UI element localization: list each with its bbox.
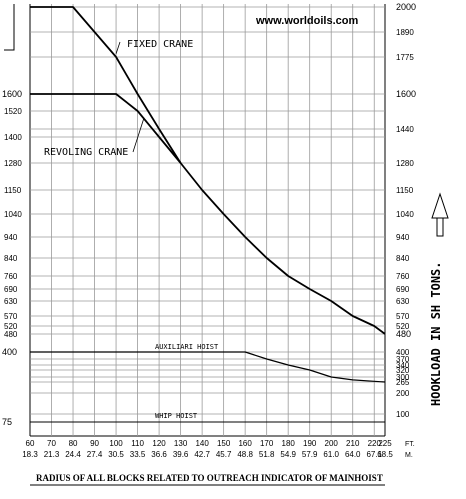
revolving-crane-leader [132, 117, 145, 153]
y-right-tick-label: 1040 [396, 210, 414, 219]
x-tick-ft-label: 190 [303, 439, 317, 448]
x-axis-label: RADIUS OF ALL BLOCKS RELATED TO OUTREACH… [36, 473, 383, 483]
y-left-tick-label: 690 [4, 285, 18, 294]
x-tick-ft-label: 80 [69, 439, 78, 448]
x-tick-m-label: 33.5 [130, 450, 146, 459]
y-right-tick-label: 480 [396, 329, 411, 339]
y-right-tick-label: 570 [396, 312, 410, 321]
x-tick-ft-label: 70 [47, 439, 56, 448]
y-left-tick-label: 1280 [4, 159, 22, 168]
x-tick-m-label: 67.1 [366, 450, 382, 459]
y-left-tick-label: 630 [4, 297, 18, 306]
hookload-arrow-icon [431, 192, 449, 237]
x-tick-m-label: 48.8 [237, 450, 253, 459]
y-left-tick-label: 1600 [2, 89, 22, 99]
y-left-tick-label: 400 [2, 347, 17, 357]
y-right-tick-label: 690 [396, 285, 410, 294]
y-left-tick-label: 840 [4, 254, 18, 263]
x-tick-ft-label: 170 [260, 439, 274, 448]
x-tick-ft-label: 150 [217, 439, 231, 448]
x-tick-m-label: 45.7 [216, 450, 232, 459]
y-right-tick-label: 100 [396, 410, 410, 419]
y-right-tick-label: 1280 [396, 159, 414, 168]
y-left-tick-label: 1520 [4, 107, 22, 116]
x-tick-m-label: 68.5 [377, 450, 393, 459]
y-right-tick-label: 840 [396, 254, 410, 263]
x-tick-m-label: 61.0 [323, 450, 339, 459]
y-left-tick-label: 760 [4, 272, 18, 281]
x-tick-ft-label: 90 [90, 439, 99, 448]
y-left-tick-label: 480 [4, 330, 18, 339]
x-tick-m-label: 30.5 [108, 450, 124, 459]
whip-hoist-label: WHIP HOIST [155, 412, 198, 420]
y-axis-label: HOOKLOAD IN SH TONS. [429, 262, 443, 407]
y-right-tick-label: 1775 [396, 53, 414, 62]
x-tick-m-label: 64.0 [345, 450, 361, 459]
x-tick-ft-label: 140 [195, 439, 209, 448]
y-right-tick-label: 320 [396, 366, 410, 375]
x-tick-m-label: 39.6 [173, 450, 189, 459]
y-right-tick-label: 265 [396, 378, 410, 387]
y-right-tick-label: 760 [396, 272, 410, 281]
x-tick-ft-label: 160 [238, 439, 252, 448]
series-line [30, 6, 386, 335]
y-left-tick-label: 520 [4, 322, 18, 331]
y-left-tick-label: 1040 [4, 210, 22, 219]
x-tick-m-label: 24.4 [65, 450, 81, 459]
y-right-tick-label: 940 [396, 233, 410, 242]
y-left-tick-label: 75 [2, 417, 12, 427]
x-tick-m-label: 27.4 [87, 450, 103, 459]
x-tick-ft-label: 60 [26, 439, 35, 448]
x-tick-m-label: 42.7 [194, 450, 210, 459]
y-left-tick-label: 570 [4, 312, 18, 321]
corner-frame-mark [4, 4, 15, 51]
series-line [30, 93, 182, 164]
x-tick-ft-label: 225 [378, 439, 392, 448]
watermark-text: www.worldoils.com [255, 15, 358, 27]
x-tick-ft-label: 100 [109, 439, 123, 448]
auxiliary-hoist-label: AUXILIARI HOIST [155, 343, 219, 351]
x-tick-m-label: 21.3 [44, 450, 60, 459]
x-tick-m-label: 51.8 [259, 450, 275, 459]
x-tick-ft-label: 110 [131, 439, 144, 448]
x-tick-ft-label: 180 [282, 439, 296, 448]
x-tick-m-label: 57.9 [302, 450, 318, 459]
chart-labels: 60 18.3 70 21.3 80 24.4 90 27.4 100 30.5 110 33.5 12… [2, 2, 416, 459]
fixed-crane-label: FIXED CRANE [127, 39, 193, 50]
y-right-tick-label: 1600 [396, 89, 416, 99]
chart-grid [29, 4, 386, 437]
x-tick-ft-label: 120 [152, 439, 166, 448]
x-tick-m-label: 36.6 [151, 450, 167, 459]
y-right-tick-label: 1440 [396, 125, 414, 134]
x-tick-ft-label: 210 [346, 439, 360, 448]
y-right-tick-label: 1890 [396, 28, 414, 37]
fixed-crane-leader [115, 41, 121, 54]
y-right-tick-label: 520 [396, 322, 410, 331]
x-unit-ft: FT. [405, 441, 415, 448]
revolving-crane-label: REVOLING CRANE [44, 147, 128, 158]
x-tick-ft-label: 220 [368, 439, 382, 448]
y-left-tick-label: 940 [4, 233, 18, 242]
y-left-tick-label: 1400 [4, 133, 22, 142]
y-right-tick-label: 300 [396, 373, 410, 382]
y-right-tick-label: 340 [396, 361, 410, 370]
y-right-tick-label: 200 [396, 389, 410, 398]
x-tick-ft-label: 130 [174, 439, 188, 448]
x-tick-m-label: 54.9 [280, 450, 296, 459]
y-right-tick-label: 2000 [396, 2, 416, 12]
y-right-tick-label: 370 [396, 355, 410, 364]
y-right-tick-label: 1150 [396, 186, 414, 195]
y-right-tick-label: 400 [396, 348, 410, 357]
chart-curves [30, 6, 386, 423]
x-tick-ft-label: 200 [325, 439, 339, 448]
x-unit-m: M. [405, 452, 413, 459]
series-line [30, 351, 386, 383]
y-right-tick-label: 630 [396, 297, 410, 306]
y-left-tick-label: 1150 [4, 186, 22, 195]
x-tick-m-label: 18.3 [22, 450, 38, 459]
